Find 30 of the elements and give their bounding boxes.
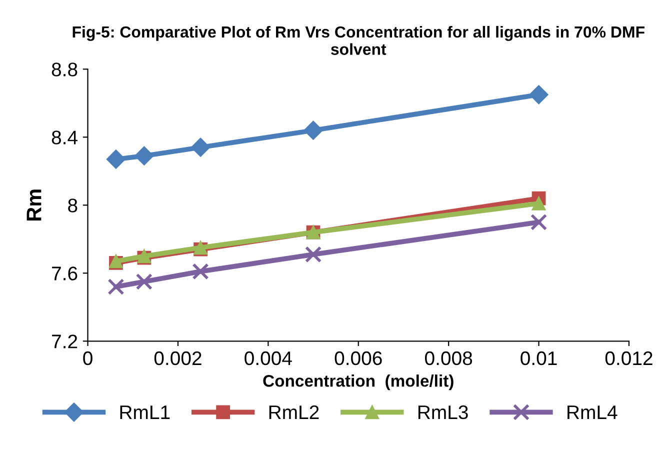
x-tick-label: 0.012 — [605, 351, 652, 366]
x-tick-label: 0.01 — [520, 351, 557, 366]
point — [136, 273, 152, 290]
y-tick-label: 7.6 — [52, 266, 78, 280]
point — [304, 246, 322, 263]
point — [532, 196, 546, 210]
x-tick-label: 0 — [83, 351, 92, 366]
x-tick-label: 0.002 — [154, 351, 202, 366]
y-tick-label: 8 — [68, 198, 78, 212]
legend-label: RmL4 — [568, 406, 618, 419]
chart-title: Fig-5: Comparative Plot of Rm Vrs Concentration for all ligands in 70% DMF solvent — [72, 26, 644, 55]
point — [530, 214, 548, 230]
y-axis-title: Rm — [26, 190, 42, 221]
point — [529, 85, 548, 104]
y-tick-label: 8.8 — [52, 62, 78, 76]
point — [108, 278, 124, 296]
point — [192, 263, 209, 280]
x-tick-label: 0.008 — [425, 351, 472, 366]
legend-label: RmL2 — [269, 405, 319, 419]
point — [106, 150, 126, 169]
x-tick-label: 0.006 — [334, 351, 382, 366]
point — [304, 120, 323, 140]
legend-label: RmL1 — [120, 406, 170, 419]
y-tick-label: 8.4 — [52, 130, 78, 144]
point — [190, 138, 210, 157]
point — [134, 146, 154, 166]
y-tick-label: 7.2 — [52, 334, 78, 348]
x-axis-title: Concentration (mole/lit) — [263, 374, 454, 390]
x-tick-label: 0.004 — [244, 351, 292, 366]
legend-label: RmL3 — [418, 405, 468, 420]
